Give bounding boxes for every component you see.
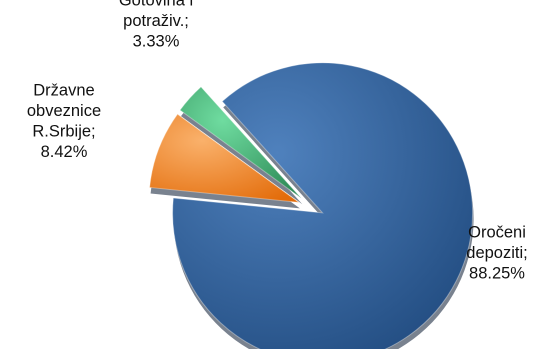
data-label-line: 8.42% xyxy=(41,143,88,161)
pie-slice-oro-eni-depoziti xyxy=(172,62,474,354)
pie-slice-gotovina-i-potra-iv xyxy=(179,86,302,199)
data-label-oro-eni-depoziti: Oročeni depoziti; 88.25% xyxy=(466,224,527,283)
labels-layer: Oročeni depoziti; 88.25% Državne obveznice R.… xyxy=(27,0,528,283)
data-label-dr-avne-obveznice-r-srbije: Državne obveznice R.Srbije; 8.42% xyxy=(27,81,101,161)
data-label-line: Oročeni xyxy=(468,224,526,242)
data-label-line: Gotovina i xyxy=(119,0,193,10)
slices-layer xyxy=(149,62,474,354)
data-label-line: 3.33% xyxy=(133,33,180,51)
data-label-line: 88.25% xyxy=(469,265,525,283)
data-label-line: Državne xyxy=(33,81,94,99)
data-label-gotovina-i-potra-iv: Gotovina i potraživ.; 3.33% xyxy=(119,0,193,51)
data-label-line: obveznice xyxy=(27,102,101,120)
data-label-line: depoziti; xyxy=(466,244,527,262)
data-label-line: R.Srbije; xyxy=(32,122,95,140)
data-label-line: potraživ.; xyxy=(123,12,189,30)
pie-slice-dr-avne-obveznice-r-srbije xyxy=(149,113,301,204)
